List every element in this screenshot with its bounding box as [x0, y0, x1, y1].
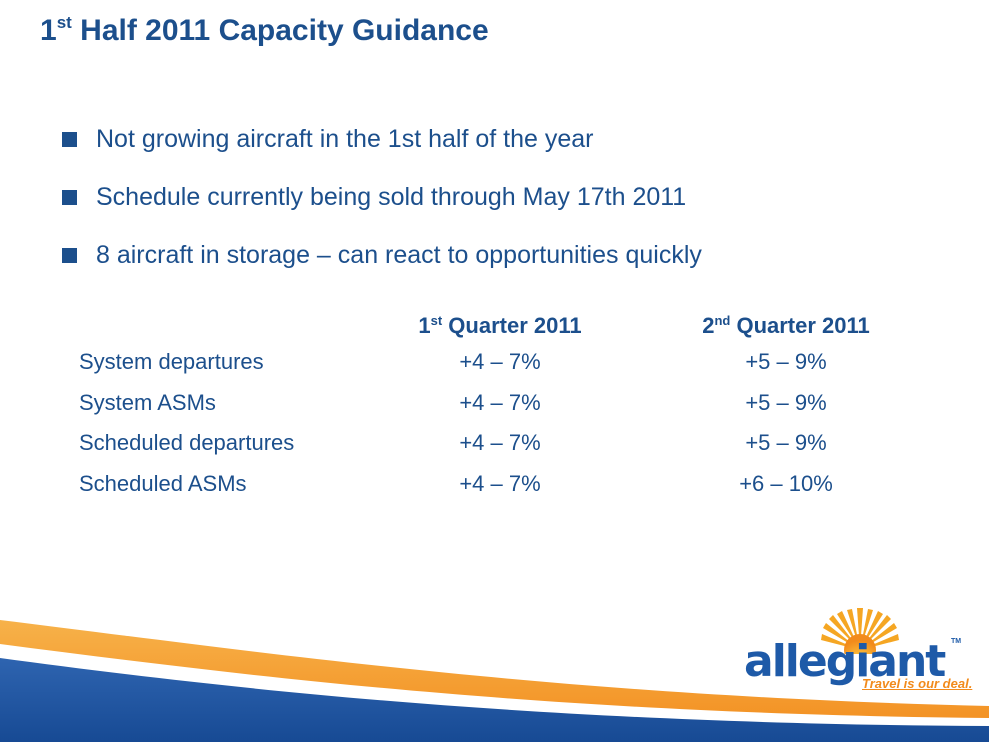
bullet-item: Schedule currently being sold through Ma… — [62, 180, 702, 214]
bullet-list: Not growing aircraft in the 1st half of … — [62, 122, 702, 296]
logo-wordmark: allegiant — [744, 636, 946, 687]
square-bullet-icon — [62, 131, 77, 147]
header-q2: 2nd Quarter 2011 — [666, 313, 906, 339]
header-q2-ordinal: nd — [714, 313, 731, 328]
bullet-item: 8 aircraft in storage – can react to opp… — [62, 238, 702, 272]
q1-value: +4 – 7% — [459, 389, 541, 415]
square-bullet-icon — [62, 189, 77, 205]
bullet-text: 8 aircraft in storage – can react to opp… — [96, 240, 702, 269]
row-label: System ASMs — [79, 389, 216, 415]
row-label: Scheduled departures — [79, 430, 295, 455]
header-q1-text: Quarter 2011 — [442, 313, 582, 338]
sun-icon — [821, 608, 899, 654]
q2-value: +5 – 9% — [745, 349, 827, 374]
logo-tagline: Travel is our deal. — [862, 676, 973, 691]
row-label: Scheduled ASMs — [79, 470, 247, 496]
header-q2-text: Quarter 2011 — [730, 313, 870, 338]
title-ordinal: st — [56, 13, 72, 32]
header-q2-number: 2 — [702, 313, 715, 338]
q1-value: +4 – 7% — [459, 430, 541, 455]
q2-value: +6 – 10% — [739, 470, 833, 496]
q2-value: +5 – 9% — [745, 389, 827, 415]
title-number: 1 — [40, 14, 57, 47]
bullet-text: Schedule currently being sold through Ma… — [96, 182, 687, 211]
footer-swoosh — [0, 620, 989, 742]
q1-value: +4 – 7% — [459, 349, 541, 374]
q1-value: +4 – 7% — [459, 470, 541, 496]
bullet-item: Not growing aircraft in the 1st half of … — [62, 122, 702, 156]
allegiant-logo: allegiant TM Travel is our deal. — [742, 606, 978, 696]
square-bullet-icon — [62, 247, 77, 263]
header-q1-ordinal: st — [430, 313, 443, 328]
logo-trademark: TM — [951, 638, 962, 645]
row-label: System departures — [79, 349, 264, 374]
header-q1: 1st Quarter 2011 — [380, 313, 620, 339]
title-text: Half 2011 Capacity Guidance — [71, 14, 489, 47]
header-q1-number: 1 — [418, 313, 431, 338]
bullet-text: Not growing aircraft in the 1st half of … — [96, 124, 594, 153]
q2-value: +5 – 9% — [745, 430, 827, 455]
slide-title: 1st Half 2011 Capacity Guidance — [40, 14, 489, 48]
